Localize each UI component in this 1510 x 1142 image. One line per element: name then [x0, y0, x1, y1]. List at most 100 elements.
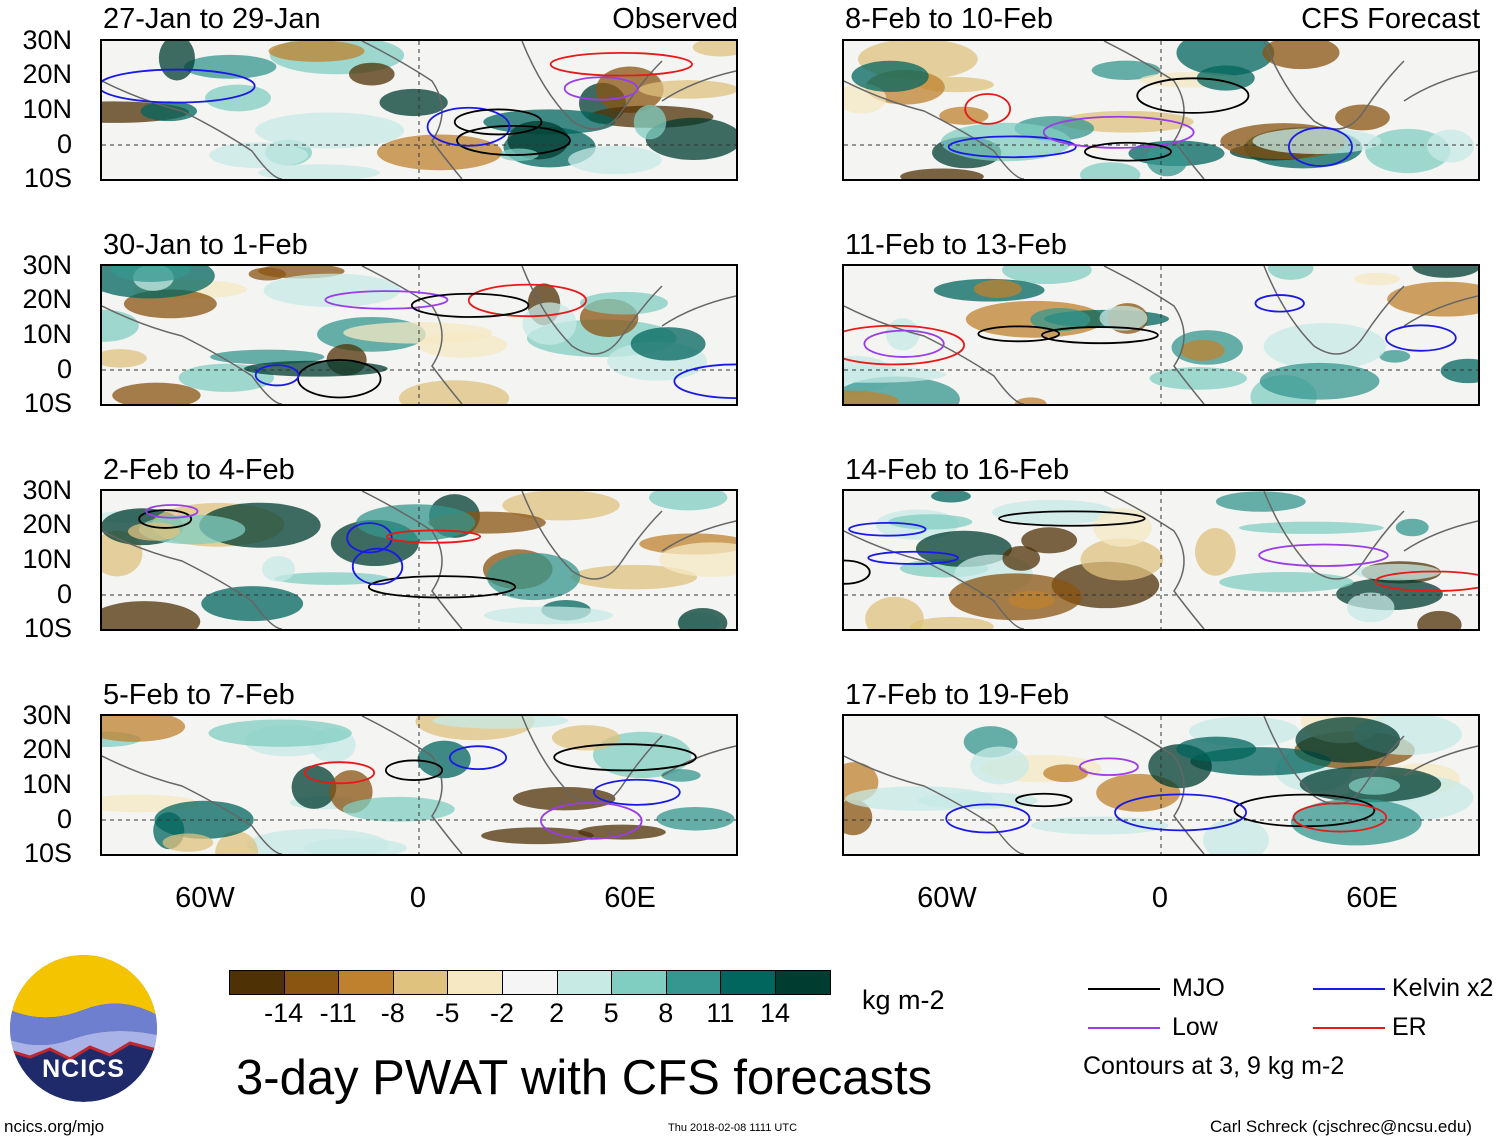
pwat-anomaly: [1021, 527, 1078, 554]
lat-label: 10S: [23, 838, 72, 868]
pwat-anomaly: [571, 564, 698, 590]
colorbar-tick: 11: [706, 998, 735, 1028]
pwat-anomaly: [939, 106, 989, 125]
pwat-anomaly: [140, 101, 198, 122]
lon-label-60e: 60E: [1346, 882, 1398, 914]
pwat-anomaly: [1149, 367, 1247, 390]
colorbar-tick: -11: [319, 998, 357, 1028]
map-panel: [100, 489, 738, 631]
coastline: [102, 491, 736, 629]
pwat-anomaly: [900, 168, 984, 179]
pwat-anomaly: [1239, 521, 1384, 534]
pwat-anomaly: [522, 302, 577, 345]
wave-contour: [863, 329, 945, 358]
legend-kelvin-label: Kelvin x2: [1392, 974, 1494, 1002]
lat-label: 30N: [22, 475, 72, 505]
lat-label: 20N: [22, 734, 72, 764]
pwat-anomaly: [844, 799, 873, 836]
colorbar-swatch: [557, 971, 613, 994]
wave-contour: [367, 575, 517, 599]
wave-contour: [998, 510, 1146, 527]
pwat-anomaly: [1195, 528, 1236, 576]
pwat-anomaly: [303, 838, 407, 854]
footer-url[interactable]: ncics.org/mjo: [4, 1117, 105, 1136]
pwat-anomaly: [1395, 518, 1429, 537]
lat-label: 20N: [22, 509, 72, 539]
wave-contour: [1079, 757, 1139, 776]
observed-label: Observed: [612, 3, 738, 35]
pwat-anomaly: [215, 831, 259, 854]
pwat-anomaly: [1091, 60, 1161, 80]
wave-contour: [553, 743, 697, 772]
wave-contour: [844, 559, 871, 585]
wave-contour: [351, 547, 404, 586]
coastline: [844, 491, 1478, 629]
pwat-anomaly: [481, 827, 594, 845]
pwat-anomaly: [1348, 776, 1401, 795]
pwat-anomaly: [885, 318, 920, 351]
pwat-anomaly: [661, 769, 701, 782]
pwat-anomaly: [845, 786, 993, 811]
colorbar-tick: 2: [549, 998, 565, 1028]
wave-contour: [453, 108, 543, 136]
pwat-anomaly: [1440, 358, 1478, 384]
pwat-anomaly: [844, 366, 946, 383]
pwat-anomaly: [110, 266, 190, 282]
pwat-anomaly: [483, 606, 614, 625]
pwat-anomaly: [578, 824, 666, 840]
lat-label: 30N: [22, 700, 72, 730]
pwat-anomaly: [1427, 129, 1474, 163]
pwat-anomaly: [592, 731, 692, 779]
lon-label-60e: 60E: [604, 882, 656, 914]
pwat-anomaly: [1387, 281, 1478, 317]
pwat-anomaly: [1262, 41, 1340, 70]
pwat-anomaly: [1263, 322, 1387, 370]
pwat-field: [844, 41, 1478, 179]
pwat-anomaly: [1267, 266, 1314, 280]
wave-contour: [673, 363, 736, 399]
pwat-anomaly: [205, 84, 271, 112]
colorbar-swatch: [502, 971, 558, 994]
map-panel: [100, 39, 738, 181]
wave-contour: [964, 93, 1012, 125]
wave-contour: [145, 504, 199, 519]
wave-contour: [1041, 326, 1159, 345]
pwat-anomaly: [649, 491, 728, 511]
wave-contour: [540, 801, 643, 840]
wave-contour: [1042, 115, 1195, 149]
wave-contour: [947, 135, 1077, 159]
pwat-anomaly: [274, 572, 389, 585]
wave-contour: [563, 76, 639, 101]
colorbar: [229, 970, 831, 995]
pwat-anomaly: [398, 380, 510, 404]
coastline: [844, 716, 1478, 854]
panel-title: 17-Feb to 19-Feb: [845, 679, 1070, 711]
coastline: [102, 266, 736, 404]
wave-contour: [426, 106, 511, 147]
pwat-anomaly: [645, 117, 736, 161]
pwat-anomaly: [1335, 104, 1390, 131]
lat-label: 30N: [22, 25, 72, 55]
wave-contour: [1292, 802, 1388, 833]
lat-label: 10N: [22, 544, 72, 574]
map-panel: [842, 489, 1480, 631]
lat-label: 10S: [23, 613, 72, 643]
wave-contour: [1136, 77, 1250, 114]
colorbar-tick: 5: [603, 998, 619, 1028]
wave-contour: [593, 778, 681, 806]
coastline: [844, 41, 1478, 179]
panel-title: 14-Feb to 16-Feb: [845, 454, 1070, 486]
pwat-anomaly: [1295, 717, 1401, 763]
pwat-anomaly: [102, 309, 139, 342]
coastline: [102, 41, 736, 179]
pwat-anomaly: [1203, 818, 1269, 854]
colorbar-tick: 14: [759, 998, 791, 1028]
wave-contour: [1254, 294, 1305, 313]
pwat-anomaly: [1099, 305, 1148, 331]
pwat-anomaly: [183, 54, 277, 79]
colorbar-swatch: [284, 971, 340, 994]
pwat-anomaly: [263, 273, 401, 308]
pwat-anomaly: [1412, 266, 1478, 278]
pwat-anomaly: [154, 800, 254, 839]
pwat-anomaly: [633, 104, 667, 140]
